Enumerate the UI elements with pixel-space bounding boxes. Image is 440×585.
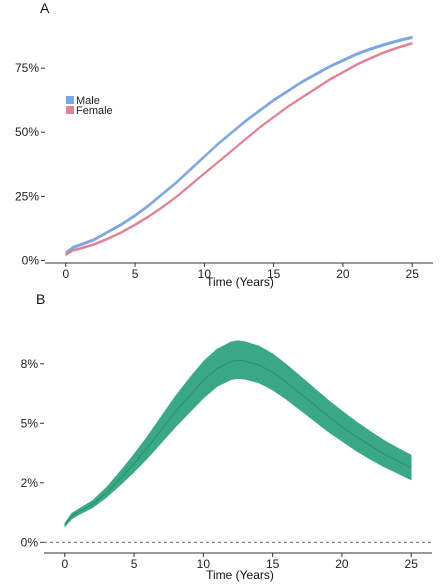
panel-b: B 0 5 10 15 20 25 0% 2% 5% 8% Time (Years) [21,291,432,582]
panel-a-band-male [65,35,413,255]
panel-a-y-ticks: 0% 25% 50% 75% [15,61,45,267]
panel-b-y-tick-label: 2% [21,476,39,490]
panel-a-x-tick-label: 10 [198,267,212,281]
panel-a-x-tick-label: 20 [336,267,350,281]
panel-a-band-female [65,41,413,257]
panel-a-y-tick-label: 50% [15,125,39,139]
panel-b-x-tick-label: 5 [131,557,138,571]
panel-a-y-tick-label: 0% [22,253,40,267]
panel-b-central-line [64,359,412,526]
panel-b-y-ticks: 0% 2% 5% 8% [21,357,44,549]
panel-b-x-tick-label: 0 [61,557,68,571]
panel-b-x-axis-title: Time (Years) [206,568,274,582]
panel-b-x-tick-label: 25 [405,557,419,571]
panel-b-x-tick-label: 15 [266,557,280,571]
panel-a-x-tick-label: 25 [406,267,420,281]
panel-a-x-axis-title: Time (Years) [206,275,274,289]
panel-b-y-tick-label: 0% [21,535,39,549]
panel-b-label: B [36,291,45,307]
panel-a-x-tick-label: 5 [132,267,139,281]
panel-a-label: A [40,0,50,16]
panel-a-x-tick-label: 15 [267,267,281,281]
panel-b-x-ticks: 0 5 10 15 20 25 [61,553,418,571]
legend-swatch-male [66,96,74,104]
panel-a-x-tick-label: 0 [62,267,69,281]
legend-swatch-female [66,106,74,114]
panel-a-x-ticks: 0 5 10 15 20 25 [62,263,419,281]
panel-b-x-tick-label: 20 [335,557,349,571]
panel-a-y-tick-label: 25% [15,189,39,203]
panel-b-bands [64,340,412,528]
legend-label-male: Male [76,95,100,107]
panel-a: A 0 5 10 15 20 25 0% 25% 50% 75% Time (Years) Ma… [15,0,433,289]
legend-label-female: Female [76,105,113,117]
panel-b-y-tick-label: 5% [21,416,39,430]
panel-b-y-tick-label: 8% [21,357,39,371]
panel-b-band-series-0 [64,340,412,528]
panel-a-y-tick-label: 75% [15,61,39,75]
panel-a-legend: Male Female [66,95,113,117]
panel-a-bands [65,35,413,257]
panel-b-x-tick-label: 10 [197,557,211,571]
